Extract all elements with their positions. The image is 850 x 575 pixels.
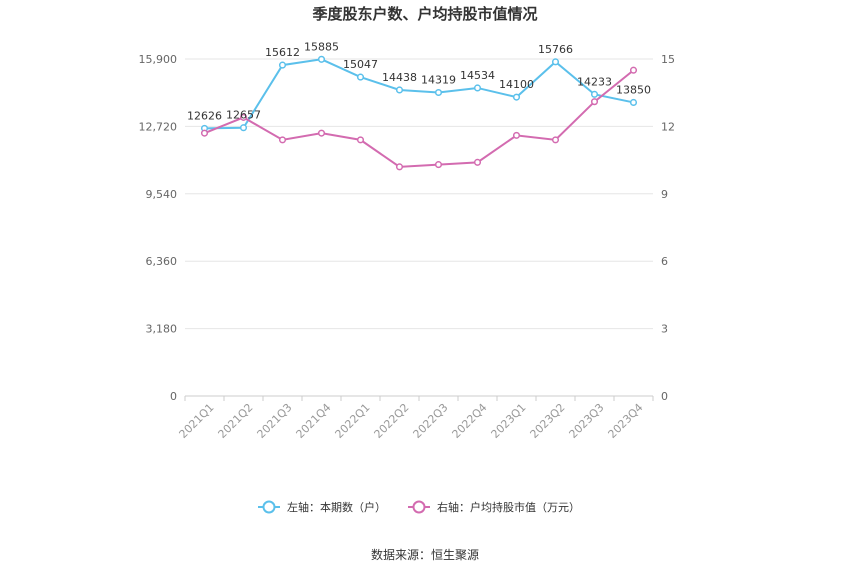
point-shareholders[interactable] (317, 55, 326, 63)
x-tick-label: 2023Q1 (489, 401, 529, 441)
left-tick-label: 0 (170, 390, 177, 403)
x-tick-label: 2022Q4 (450, 401, 490, 441)
x-tick-label: 2021Q3 (255, 401, 295, 441)
left-tick-label: 15,900 (139, 53, 178, 66)
data-labels: 12626 12657 15612 15885 15047 14438 14319 14534… (187, 40, 651, 122)
left-tick-label: 9,540 (146, 188, 178, 201)
series-line-market-value (204, 69, 635, 168)
right-tick-label: 9 (661, 188, 668, 201)
grid-lines (185, 58, 653, 330)
legend-marker-icon (412, 500, 426, 514)
point-market-value[interactable] (317, 129, 326, 137)
series (200, 55, 638, 171)
x-tick-label: 2023Q3 (567, 401, 607, 441)
data-label: 14438 (382, 71, 417, 84)
right-tick-label: 0 (661, 390, 668, 403)
data-label: 14534 (460, 69, 495, 82)
data-label: 12657 (226, 109, 261, 122)
left-tick-label: 3,180 (146, 323, 178, 336)
point-shareholders[interactable] (551, 58, 560, 66)
data-label: 15047 (343, 58, 378, 71)
point-shareholders[interactable] (629, 98, 638, 106)
data-label: 15885 (304, 40, 339, 53)
point-market-value[interactable] (551, 136, 560, 144)
x-tick-label: 2023Q2 (528, 401, 568, 441)
chart-title: 季度股东户数、户均持股市值情况 (312, 5, 537, 23)
point-market-value[interactable] (590, 98, 599, 106)
data-label: 12626 (187, 109, 222, 122)
data-label: 15612 (265, 46, 300, 59)
point-market-value[interactable] (629, 66, 638, 74)
point-shareholders[interactable] (512, 93, 521, 101)
series-line-shareholders (204, 58, 634, 130)
point-market-value[interactable] (434, 161, 443, 169)
x-tick-label: 2021Q4 (294, 401, 334, 441)
legend-label: 右轴：户均持股市值（万元） (437, 500, 580, 514)
point-market-value[interactable] (395, 163, 404, 171)
x-tick-label: 2022Q1 (333, 401, 373, 441)
right-tick-label: 15 (661, 53, 675, 66)
left-tick-label: 6,360 (146, 255, 178, 268)
data-label: 14319 (421, 74, 456, 87)
source-note: 数据来源：恒生聚源 (371, 547, 479, 562)
x-tick-label: 2021Q2 (216, 401, 256, 441)
point-market-value[interactable] (278, 136, 287, 144)
point-shareholders[interactable] (473, 84, 482, 92)
point-market-value[interactable] (200, 129, 209, 137)
point-shareholders[interactable] (590, 90, 599, 98)
data-label: 14100 (499, 78, 534, 91)
point-shareholders[interactable] (239, 124, 248, 132)
x-tick-label: 2021Q1 (177, 401, 217, 441)
data-label: 15766 (538, 43, 573, 56)
point-market-value[interactable] (356, 136, 365, 144)
point-shareholders[interactable] (434, 88, 443, 97)
point-market-value[interactable] (473, 158, 482, 166)
point-shareholders[interactable] (278, 61, 287, 69)
left-tick-label: 12,720 (139, 120, 178, 133)
x-tick-label: 2023Q4 (606, 401, 646, 441)
data-label: 14233 (577, 75, 612, 88)
right-tick-label: 6 (661, 255, 668, 268)
x-tick-label: 2022Q2 (372, 401, 412, 441)
point-shareholders[interactable] (395, 86, 404, 94)
right-tick-label: 12 (661, 120, 675, 133)
legend-label: 左轴：本期数（户） (287, 500, 386, 514)
point-shareholders[interactable] (356, 73, 365, 81)
data-label: 13850 (616, 83, 651, 96)
x-tick-label: 2022Q3 (411, 401, 451, 441)
point-market-value[interactable] (512, 131, 521, 139)
legend-item-shareholders[interactable]: 左轴：本期数（户） (258, 500, 386, 514)
point-market-value[interactable] (239, 113, 248, 121)
legend[interactable]: 左轴：本期数（户） 右轴：户均持股市值（万元） (258, 500, 580, 514)
legend-item-market-value[interactable]: 右轴：户均持股市值（万元） (408, 500, 580, 514)
right-tick-label: 3 (661, 323, 668, 336)
legend-marker-icon (262, 500, 276, 514)
